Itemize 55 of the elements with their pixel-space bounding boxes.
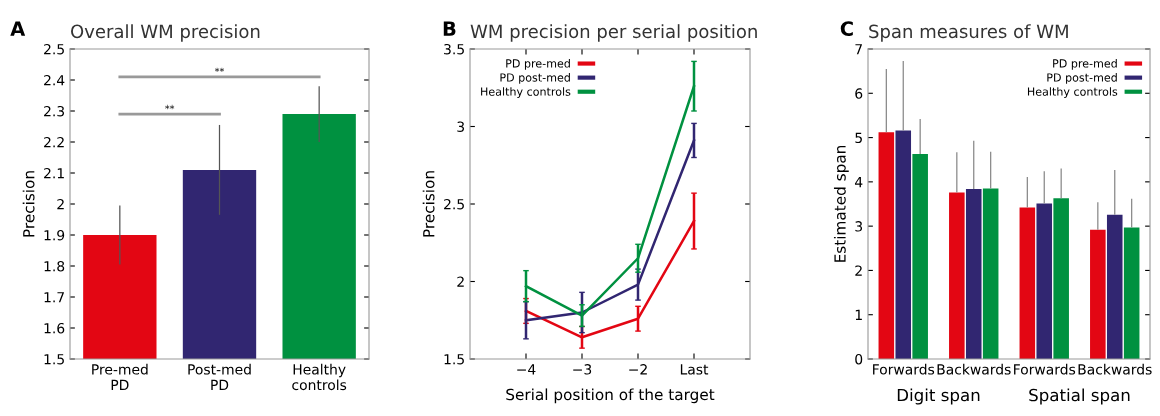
x-tick-label: −2	[629, 364, 647, 375]
y-tick-label: 4	[854, 177, 863, 188]
x-axis-title: Serial position of the target	[506, 388, 715, 404]
y-tick-label: 2	[457, 276, 464, 287]
y-tick-label: 2.1	[44, 167, 64, 179]
y-tick-label: 1.5	[444, 354, 464, 365]
y-tick-label: 2.5	[44, 43, 64, 55]
x-tick-label: −4	[517, 364, 536, 375]
y-tick-label: 3	[457, 121, 465, 132]
text: A	[10, 21, 26, 36]
y-axis-title: Precision	[22, 171, 35, 237]
legend-label: PD pre-med	[506, 59, 570, 70]
chart-title: Span measures of WM	[869, 24, 1068, 42]
x-tick-label: Backwards	[1078, 363, 1152, 375]
chart-title: WM precision per serial position	[470, 24, 757, 42]
x-tick-label: Backwards	[937, 363, 1011, 375]
y-tick-label: 2.5	[444, 198, 464, 210]
y-tick-label: 2	[855, 265, 862, 276]
y-tick-label: 7	[855, 44, 862, 55]
x-tick-label: Post-med PD	[188, 363, 251, 390]
y-tick-label: 6	[855, 88, 863, 99]
y-tick-label: 5	[855, 132, 862, 144]
x-tick-label: Forwards	[873, 363, 935, 375]
legend-label: PD post-med	[1047, 73, 1117, 84]
y-tick-label: 0	[855, 353, 863, 365]
x-tick-label: Forwards	[1014, 363, 1076, 375]
x-tick-label: Pre-med PD	[92, 363, 148, 390]
legend-label: PD pre-med	[1053, 59, 1117, 70]
y-tick-label: 1	[855, 309, 862, 320]
y-tick-label: 2	[57, 198, 64, 210]
annotation: **	[165, 104, 175, 110]
x-tick-label: −3	[573, 364, 592, 375]
text: Digit span	[897, 388, 980, 405]
y-tick-label: 3.5	[444, 43, 464, 55]
y-tick-label: 1.8	[44, 260, 65, 272]
annotation: **	[214, 67, 225, 73]
y-tick-label: 1.9	[44, 229, 65, 241]
y-tick-label: 2.2	[44, 136, 64, 148]
x-tick-label: Last	[680, 364, 709, 375]
y-tick-label: 3	[855, 221, 863, 232]
y-axis-title: Precision	[422, 171, 435, 237]
y-tick-label: 1.5	[44, 354, 64, 365]
y-tick-label: 2.4	[44, 74, 65, 86]
chart-title: Overall WM precision	[71, 24, 260, 42]
legend-label: Healthy controls	[481, 87, 571, 98]
y-axis-title: Estimated span	[833, 145, 849, 262]
text: Spatial span	[1029, 388, 1130, 405]
y-tick-label: 2.3	[44, 105, 65, 117]
text: C	[840, 21, 853, 36]
y-tick-label: 1.7	[44, 292, 64, 303]
legend-label: Healthy controls	[1027, 87, 1118, 98]
legend-label: PD post-med	[500, 73, 570, 84]
text: B	[443, 21, 456, 36]
y-tick-label: 1.6	[44, 322, 65, 334]
x-tick-label: Healthy controls	[292, 363, 347, 391]
